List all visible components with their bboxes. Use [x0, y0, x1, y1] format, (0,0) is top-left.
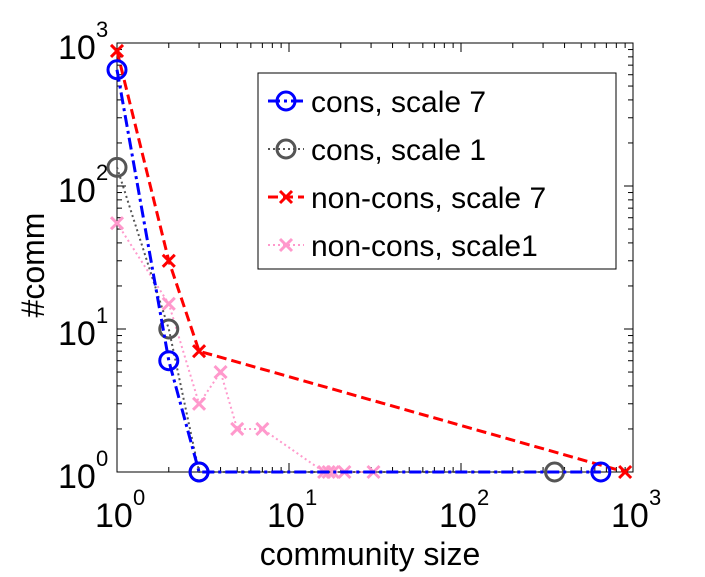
legend-label: non-cons, scale1 [311, 230, 538, 263]
y-tick-label: 10 [58, 29, 96, 67]
data-point [158, 350, 180, 372]
legend-marker [275, 138, 297, 160]
x-tick-label: 10 [611, 497, 649, 535]
y-tick-exponent: 3 [96, 17, 108, 42]
legend: cons, scale 7 cons, scale 1 non-cons, scal… [257, 72, 617, 270]
legend-label: cons, scale 1 [311, 134, 486, 167]
x-tick-label: 10 [439, 497, 477, 535]
x-tick-exponent: 0 [133, 485, 145, 510]
data-point [255, 421, 270, 437]
legend-box [257, 72, 617, 270]
legend-entry: cons, scale 1 [268, 134, 486, 167]
y-tick-label: 10 [58, 458, 96, 496]
y-tick-label: 10 [58, 172, 96, 210]
data-point [158, 318, 180, 340]
data-point [230, 421, 245, 437]
legend-entry: cons, scale 7 [268, 86, 486, 119]
series-2 [109, 43, 633, 480]
data-point [325, 464, 340, 480]
data-point [109, 43, 125, 58]
y-tick-exponent: 0 [96, 446, 108, 471]
legend-entry: non-cons, scale 7 [268, 182, 546, 215]
x-tick-exponent: 3 [649, 485, 661, 510]
legend-label: non-cons, scale 7 [311, 182, 546, 215]
data-point [618, 464, 633, 480]
x-tick-exponent: 1 [305, 485, 317, 510]
series-0 [106, 59, 612, 483]
legend-marker [275, 90, 297, 112]
series-line [116, 222, 374, 473]
x-axis-label: community size [260, 536, 481, 572]
series-line [115, 69, 601, 474]
data-point [106, 59, 128, 81]
data-point [188, 461, 210, 483]
legend-marker [278, 189, 294, 205]
x-tick-exponent: 2 [477, 485, 489, 510]
legend-entry: non-cons, scale1 [268, 230, 538, 263]
x-axis: 10 0 10 1 10 2 10 3 [95, 43, 661, 535]
y-tick-label: 10 [58, 315, 96, 353]
data-point [213, 364, 228, 380]
data-point [192, 344, 207, 359]
y-axis-label: #comm [15, 213, 51, 318]
x-tick-label: 10 [267, 497, 305, 535]
y-tick-exponent: 2 [96, 160, 108, 185]
data-point [161, 296, 176, 311]
legend-marker [278, 237, 294, 253]
legend-label: cons, scale 7 [311, 86, 486, 119]
data-point [161, 253, 176, 268]
series-layer [106, 43, 633, 483]
data-point [192, 396, 207, 411]
data-point [109, 216, 125, 231]
data-point [106, 156, 128, 178]
y-tick-exponent: 1 [96, 303, 108, 328]
series-line [115, 50, 626, 474]
data-point [590, 461, 612, 483]
series-3 [109, 216, 381, 480]
x-tick-label: 10 [95, 497, 133, 535]
